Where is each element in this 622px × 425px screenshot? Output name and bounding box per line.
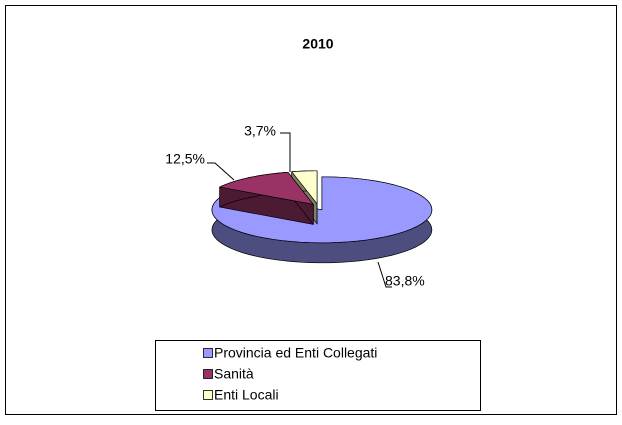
legend-swatch xyxy=(203,390,213,400)
leader-line xyxy=(377,261,392,288)
legend-label: Enti Locali xyxy=(214,387,279,403)
slice-top xyxy=(219,171,314,205)
leader-line xyxy=(280,132,291,172)
legend-swatch xyxy=(203,348,213,358)
chart-title: 2010 xyxy=(302,36,333,52)
leader-line xyxy=(207,162,235,181)
legend-swatch xyxy=(203,369,213,379)
legend-label: Provincia ed Enti Collegati xyxy=(214,345,377,361)
slice-top xyxy=(211,176,433,244)
legend-label: Sanità xyxy=(214,366,254,382)
slice-top xyxy=(291,170,318,205)
data-label: 12,5% xyxy=(165,151,205,167)
data-label: 3,7% xyxy=(244,123,276,139)
pie-slice xyxy=(219,171,314,225)
data-label: 83,8% xyxy=(385,273,425,289)
